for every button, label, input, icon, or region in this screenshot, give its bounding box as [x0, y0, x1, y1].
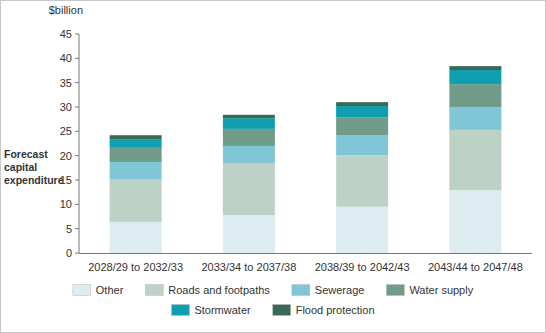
legend-label: Flood protection	[296, 304, 375, 316]
bar-segment	[223, 118, 275, 129]
legend-swatch	[145, 285, 163, 296]
legend-label: Stormwater	[194, 304, 251, 316]
bar-segment	[336, 207, 388, 253]
legend-swatch	[386, 285, 404, 296]
bar-segment	[336, 102, 388, 106]
legend-swatch	[73, 285, 91, 296]
y-tick-label: 10	[60, 198, 72, 210]
y-axis-label-line: Forecast	[4, 148, 48, 160]
x-tick-label: 2038/39 to 2042/43	[315, 261, 410, 273]
y-tick	[75, 58, 79, 59]
bar-segment	[336, 155, 388, 207]
y-unit-label: $billion	[49, 4, 83, 16]
y-tick	[75, 204, 79, 205]
y-tick-label: 20	[60, 150, 72, 162]
bar-segment	[223, 146, 275, 163]
y-axis-label-line: capital	[4, 161, 37, 173]
bar-segment	[449, 130, 501, 190]
legend-label: Roads and footpaths	[168, 284, 270, 296]
bar-segment	[336, 135, 388, 155]
y-tick	[75, 155, 79, 156]
x-tick-label: 2028/29 to 2032/33	[88, 261, 183, 273]
bar-segment	[110, 148, 162, 162]
legend-swatch	[273, 305, 291, 316]
bar-segment	[110, 135, 162, 139]
y-tick	[75, 180, 79, 181]
bar-segment	[449, 66, 501, 70]
bar-segment	[336, 117, 388, 135]
y-tick-label: 40	[60, 52, 72, 64]
y-tick	[75, 228, 79, 229]
y-axis-label-line: expenditure	[4, 174, 64, 186]
bar-segment	[223, 163, 275, 215]
y-tick	[75, 34, 79, 35]
bar-segment	[110, 179, 162, 222]
y-tick-label: 45	[60, 28, 72, 40]
x-tick-label: 2043/44 to 2047/48	[428, 261, 523, 273]
bar-segment	[110, 139, 162, 148]
legend-label: Water supply	[409, 284, 473, 296]
y-tick-label: 0	[66, 247, 72, 259]
y-tick-label: 30	[60, 101, 72, 113]
bar-segment	[110, 162, 162, 179]
y-axis-label: Forecastcapitalexpenditure	[4, 148, 64, 186]
bar-segment	[449, 190, 501, 253]
x-tick-label: 2033/34 to 2037/38	[201, 261, 296, 273]
bar-segment	[449, 84, 501, 107]
bars	[110, 66, 502, 253]
y-tick-label: 25	[60, 125, 72, 137]
chart-container: 0510152025303540452028/29 to 2032/332033…	[0, 0, 546, 333]
bar-segment	[336, 106, 388, 117]
y-axis	[79, 34, 80, 253]
x-axis	[79, 253, 532, 254]
bar-segment	[449, 70, 501, 84]
bar-segment	[449, 107, 501, 130]
y-tick-label: 35	[60, 77, 72, 89]
bar-segment	[110, 222, 162, 253]
bar-segment	[223, 129, 275, 146]
y-tick	[75, 131, 79, 132]
legend-label: Sewerage	[315, 284, 365, 296]
legend-swatch	[171, 305, 189, 316]
legend-swatch	[292, 285, 310, 296]
bar-segment	[223, 215, 275, 253]
y-tick-label: 5	[66, 223, 72, 235]
frame	[1, 1, 546, 333]
bar-segment	[223, 115, 275, 118]
chart-svg: 0510152025303540452028/29 to 2032/332033…	[0, 0, 546, 333]
y-tick	[75, 107, 79, 108]
y-tick	[75, 82, 79, 83]
y-tick	[75, 253, 79, 254]
legend-label: Other	[96, 284, 124, 296]
